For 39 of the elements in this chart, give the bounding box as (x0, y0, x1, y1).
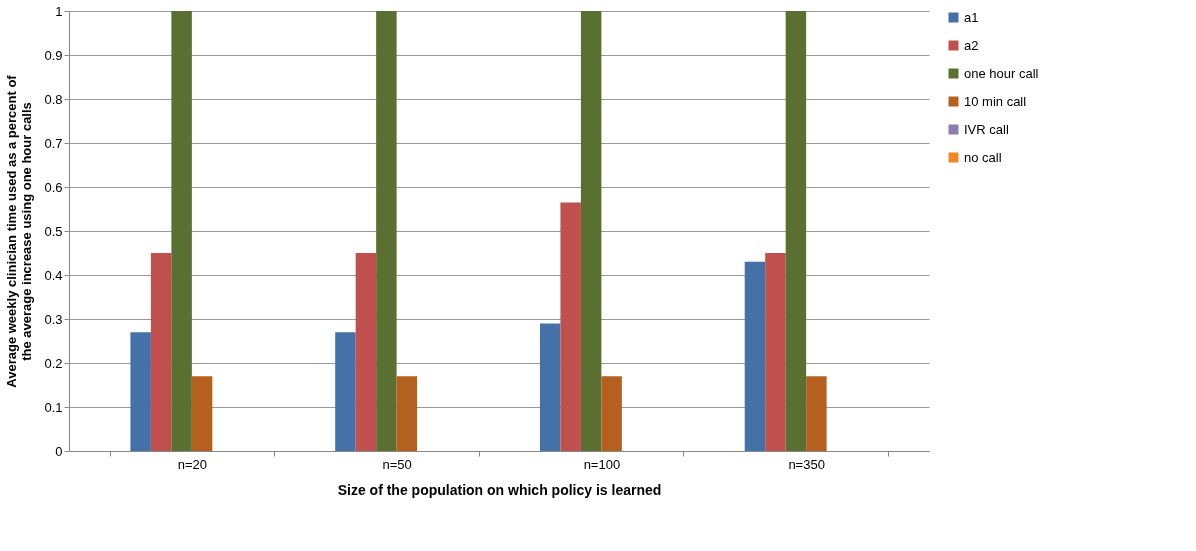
legend-label: IVR call (964, 121, 1009, 137)
x-tick-label: n=20 (177, 456, 208, 472)
bar (580, 11, 602, 451)
x-axis-title: Size of the population on which policy is learned (337, 481, 662, 498)
bar (150, 253, 172, 451)
bar (744, 261, 766, 451)
legend-label: a2 (964, 37, 979, 53)
bar (396, 376, 418, 451)
y-tick-label: 0.1 (44, 399, 63, 415)
bar (785, 11, 807, 451)
y-tick-label: 0.4 (44, 267, 63, 283)
bar (335, 332, 356, 451)
y-tick-label: 0.5 (44, 223, 63, 239)
bar (601, 376, 622, 451)
bar (130, 332, 151, 451)
y-tick-label: 0.3 (44, 311, 63, 327)
bar (765, 253, 786, 451)
bar (560, 202, 581, 451)
x-tick-label: n=50 (382, 456, 412, 472)
bar (376, 11, 397, 451)
bar (539, 323, 561, 451)
y-tick-label: 0.6 (44, 179, 63, 195)
x-tick-label: n=350 (788, 456, 825, 472)
bar (191, 376, 213, 451)
legend-label: no call (964, 149, 1002, 165)
y-tick-label: 1 (55, 3, 63, 19)
legend-label: 10 min call (964, 93, 1027, 109)
y-tick-label: 0.9 (44, 47, 63, 63)
bar (171, 11, 192, 451)
y-axis-title: Average weekly clinician time used as a percent of the average increase using one hour calls (4, 74, 35, 388)
x-tick-label: n=100 (583, 456, 621, 472)
y-tick-label: 0 (55, 443, 63, 459)
bar (355, 253, 377, 451)
legend-label: a1 (964, 9, 979, 25)
legend-label: one hour call (964, 65, 1039, 81)
bar (806, 376, 827, 451)
y-tick-label: 0.2 (44, 355, 63, 371)
y-tick-label: 0.7 (44, 135, 63, 151)
y-tick-label: 0.8 (44, 91, 63, 107)
